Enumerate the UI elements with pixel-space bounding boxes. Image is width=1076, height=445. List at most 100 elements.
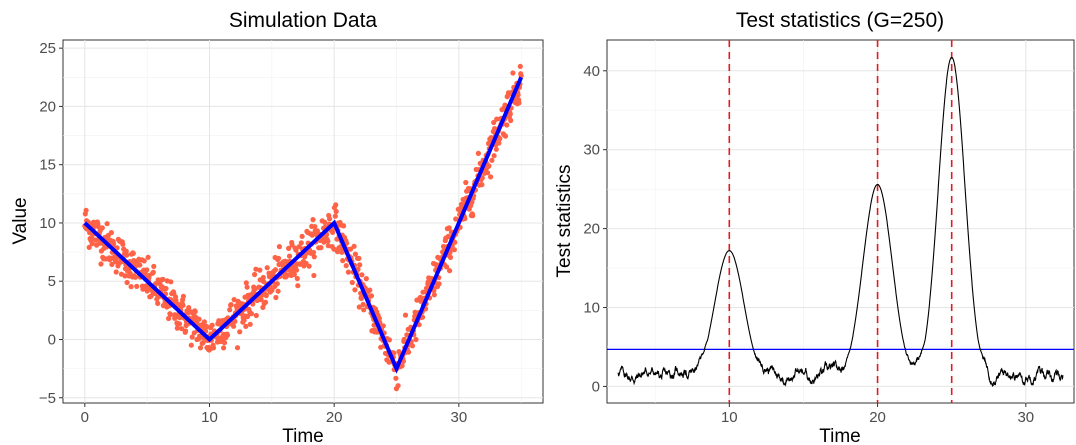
x-tick-label: 20 bbox=[326, 409, 343, 426]
scatter-point bbox=[231, 323, 237, 329]
plot-border-left bbox=[62, 39, 544, 404]
scatter-point bbox=[124, 252, 130, 258]
scatter-point bbox=[231, 297, 237, 303]
scatter-point bbox=[491, 119, 497, 126]
y-tick-label: 10 bbox=[39, 215, 56, 232]
scatter-point bbox=[356, 304, 362, 310]
scatter-point bbox=[352, 287, 358, 293]
y-tick-label: −5 bbox=[39, 390, 56, 407]
scatter-point bbox=[486, 163, 492, 169]
scatter-point bbox=[227, 307, 233, 313]
scatter-point bbox=[386, 337, 392, 343]
scatter-point bbox=[243, 323, 249, 329]
scatter-point bbox=[243, 280, 249, 286]
scatter-point bbox=[502, 133, 509, 139]
x-tick-label: 20 bbox=[869, 409, 886, 426]
scatter-point bbox=[188, 342, 194, 348]
scatter-point bbox=[160, 276, 166, 282]
x-axis-title-right: Time bbox=[819, 426, 861, 445]
scatter-point bbox=[262, 299, 269, 305]
scatter-point bbox=[367, 287, 373, 293]
scatter-point bbox=[192, 308, 198, 315]
scatter-point bbox=[462, 216, 468, 222]
scatter-point bbox=[351, 243, 357, 249]
scatter-point bbox=[145, 254, 151, 260]
scatter-point bbox=[406, 349, 412, 355]
scatter-point bbox=[123, 248, 129, 254]
scatter-point bbox=[245, 313, 251, 320]
scatter-point bbox=[253, 312, 259, 319]
scatter-point bbox=[269, 287, 275, 293]
scatter-point bbox=[234, 345, 241, 351]
scatter-point bbox=[197, 333, 203, 339]
panel-simulation-data: 0 10 20 30 −5 0 5 10 15 20 25 Simulation Data Tim… bbox=[10, 9, 544, 445]
scatter-point bbox=[296, 244, 302, 250]
scatter-point bbox=[86, 244, 92, 250]
scatter-point bbox=[98, 261, 104, 267]
scatter-point bbox=[325, 243, 331, 249]
scatter-point bbox=[295, 283, 301, 289]
scatter-point bbox=[515, 92, 521, 98]
y-ticks-left: −5 0 5 10 15 20 25 bbox=[39, 40, 63, 407]
scatter-point bbox=[312, 224, 318, 230]
scatter-point bbox=[325, 238, 331, 244]
scatter-point bbox=[168, 279, 174, 285]
scatter-point bbox=[504, 122, 510, 128]
grid-left bbox=[63, 40, 543, 403]
scatter-point bbox=[393, 375, 399, 381]
scatter-point bbox=[401, 336, 407, 342]
scatter-point bbox=[409, 343, 416, 349]
chart-title-left: Simulation Data bbox=[229, 9, 378, 32]
scatter-point bbox=[359, 272, 365, 278]
scatter-point bbox=[273, 294, 279, 301]
scatter-point bbox=[368, 293, 375, 299]
scatter-point bbox=[151, 263, 157, 269]
scatter-point bbox=[264, 265, 270, 271]
scatter-point bbox=[104, 221, 110, 227]
scatter-point bbox=[352, 251, 358, 257]
panel-test-statistics: 10 20 30 0 10 20 30 40 Test statistics (G=250)… bbox=[554, 9, 1075, 445]
grid-right bbox=[607, 40, 1074, 403]
scatter-point bbox=[286, 253, 293, 259]
scatter-point bbox=[260, 274, 266, 281]
scatter-point bbox=[340, 258, 346, 264]
scatter-point bbox=[130, 250, 136, 256]
y-tick-label: 25 bbox=[39, 40, 56, 57]
scatter-point bbox=[196, 316, 202, 322]
scatter-point bbox=[402, 312, 409, 318]
scatter-point bbox=[276, 244, 282, 250]
scatter-point bbox=[475, 150, 481, 156]
scatter-point bbox=[95, 224, 101, 230]
scatter-point bbox=[306, 263, 312, 269]
y-axis-title-right: Test statistics bbox=[554, 165, 575, 278]
scatter-point bbox=[395, 383, 401, 389]
scatter-point bbox=[463, 179, 469, 186]
scatter-point bbox=[399, 363, 405, 369]
scatter-point bbox=[485, 170, 491, 176]
scatter-point bbox=[210, 345, 217, 351]
scatter-point bbox=[258, 297, 264, 303]
scatter-point bbox=[333, 202, 339, 208]
scatter-point bbox=[204, 323, 210, 330]
scatter-point bbox=[144, 267, 150, 273]
plot-border-right bbox=[606, 39, 1075, 404]
x-tick-label: 30 bbox=[451, 409, 468, 426]
scatter-point bbox=[224, 332, 231, 338]
scatter-point bbox=[310, 249, 317, 256]
scatter-point bbox=[197, 345, 204, 351]
y-tick-label: 0 bbox=[48, 331, 56, 348]
x-tick-label: 10 bbox=[721, 409, 738, 426]
scatter-point bbox=[343, 263, 349, 269]
scatter-point bbox=[141, 258, 147, 264]
scatter-point bbox=[376, 315, 382, 321]
scatter-point bbox=[291, 271, 297, 278]
scatter-point bbox=[163, 285, 169, 292]
scatter-point bbox=[378, 344, 384, 350]
scatter-point bbox=[496, 140, 502, 146]
scatter-point bbox=[451, 247, 457, 253]
scatter-point bbox=[180, 302, 186, 308]
scatter-point bbox=[517, 63, 523, 69]
scatter-point bbox=[183, 328, 189, 334]
